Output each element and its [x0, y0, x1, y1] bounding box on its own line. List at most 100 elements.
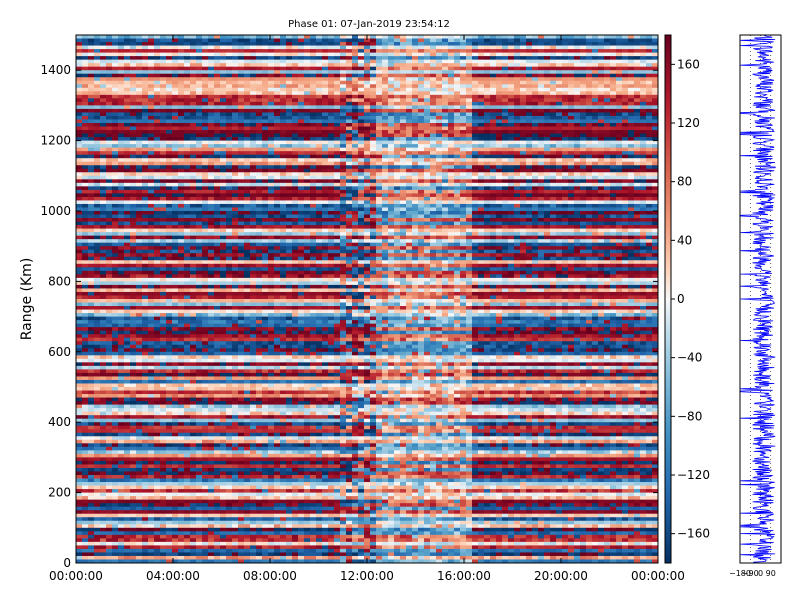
heatmap-cell — [208, 77, 215, 82]
heatmap-cell — [472, 63, 479, 68]
heatmap-cell — [184, 112, 191, 117]
heatmap-cell — [598, 56, 605, 61]
heatmap-cell — [406, 161, 413, 166]
heatmap-cell — [202, 196, 209, 201]
heatmap-cell — [646, 137, 653, 141]
heatmap-cell — [598, 172, 605, 177]
heatmap-cell — [496, 63, 503, 68]
heatmap-cell — [418, 158, 425, 163]
heatmap-cell — [328, 59, 335, 64]
heatmap-cell — [574, 66, 581, 71]
heatmap-cell — [160, 203, 167, 208]
heatmap-cell — [430, 137, 437, 141]
heatmap-cell — [352, 70, 359, 75]
heatmap-cell — [322, 140, 329, 145]
heatmap-cell — [598, 211, 605, 215]
heatmap-cell — [166, 63, 173, 68]
heatmap-cell — [598, 115, 605, 120]
heatmap-cell — [502, 101, 509, 106]
heatmap-cell — [544, 158, 551, 163]
heatmap-cell — [622, 35, 629, 39]
heatmap-cell — [106, 161, 113, 166]
heatmap-cell — [388, 77, 395, 82]
heatmap-cell — [214, 151, 221, 156]
heatmap-cell — [568, 203, 575, 208]
heatmap-cell — [364, 108, 371, 113]
heatmap-cell — [418, 211, 425, 215]
heatmap-cell — [532, 38, 539, 43]
heatmap-cell — [634, 35, 641, 39]
heatmap-cell — [328, 144, 335, 149]
heatmap-cell — [124, 94, 131, 99]
heatmap-cell — [484, 63, 491, 68]
heatmap-cell — [568, 105, 575, 110]
heatmap-cell — [406, 168, 413, 173]
heatmap-cell — [358, 35, 365, 39]
heatmap-cell — [454, 45, 461, 50]
heatmap-cell — [376, 179, 383, 184]
heatmap-cell — [232, 211, 239, 215]
heatmap-cell — [118, 59, 125, 64]
heatmap-cell — [250, 126, 257, 131]
heatmap-cell — [412, 196, 419, 201]
heatmap-cell — [262, 49, 269, 53]
heatmap-cell — [382, 70, 389, 75]
heatmap-cell — [412, 105, 419, 110]
heatmap-cell — [286, 144, 293, 149]
heatmap-cell — [436, 133, 443, 138]
heatmap-cell — [652, 52, 659, 57]
heatmap-cell — [88, 123, 95, 127]
heatmap-cell — [586, 196, 593, 201]
heatmap-cell — [382, 49, 389, 53]
heatmap-cell — [184, 186, 191, 191]
heatmap-cell — [112, 49, 119, 53]
heatmap-cell — [304, 52, 311, 57]
heatmap-cell — [148, 91, 155, 96]
heatmap-cell — [124, 42, 131, 46]
heatmap-cell — [118, 207, 125, 212]
heatmap-cell — [466, 123, 473, 127]
heatmap-cell — [394, 182, 401, 187]
heatmap-cell — [328, 63, 335, 68]
heatmap-cell — [646, 161, 653, 166]
heatmap-cell — [628, 91, 635, 96]
heatmap-cell — [436, 35, 443, 39]
heatmap-cell — [460, 52, 467, 57]
heatmap-cell — [520, 203, 527, 208]
heatmap-cell — [316, 140, 323, 145]
heatmap-cell — [526, 186, 533, 191]
heatmap-cell — [388, 126, 395, 131]
heatmap-cell — [616, 101, 623, 106]
heatmap-cell — [214, 154, 221, 159]
heatmap-cell — [628, 101, 635, 106]
heatmap-cell — [76, 112, 83, 117]
heatmap-cell — [412, 140, 419, 145]
heatmap-cell — [418, 172, 425, 177]
heatmap-cell — [586, 154, 593, 159]
heatmap-cell — [616, 66, 623, 71]
heatmap-cell — [160, 165, 167, 170]
heatmap-cell — [118, 94, 125, 99]
heatmap-cell — [178, 154, 185, 159]
heatmap-cell — [526, 182, 533, 187]
heatmap-cell — [274, 137, 281, 141]
heatmap-cell — [544, 38, 551, 43]
heatmap-cell — [640, 119, 647, 124]
heatmap-cell — [370, 158, 377, 163]
heatmap-cell — [526, 137, 533, 141]
heatmap-cell — [316, 52, 323, 57]
heatmap-cell — [442, 108, 449, 113]
heatmap-cell — [610, 186, 617, 191]
heatmap-cell — [562, 189, 569, 194]
heatmap-cell — [586, 38, 593, 43]
heatmap-cell — [388, 154, 395, 159]
heatmap-cell — [202, 94, 209, 99]
heatmap-cell — [460, 80, 467, 85]
heatmap-cell — [250, 193, 257, 198]
heatmap-cell — [328, 186, 335, 191]
heatmap-cell — [442, 179, 449, 184]
heatmap-cell — [352, 112, 359, 117]
heatmap-cell — [634, 161, 641, 166]
heatmap-cell — [448, 123, 455, 127]
heatmap-cell — [250, 91, 257, 96]
